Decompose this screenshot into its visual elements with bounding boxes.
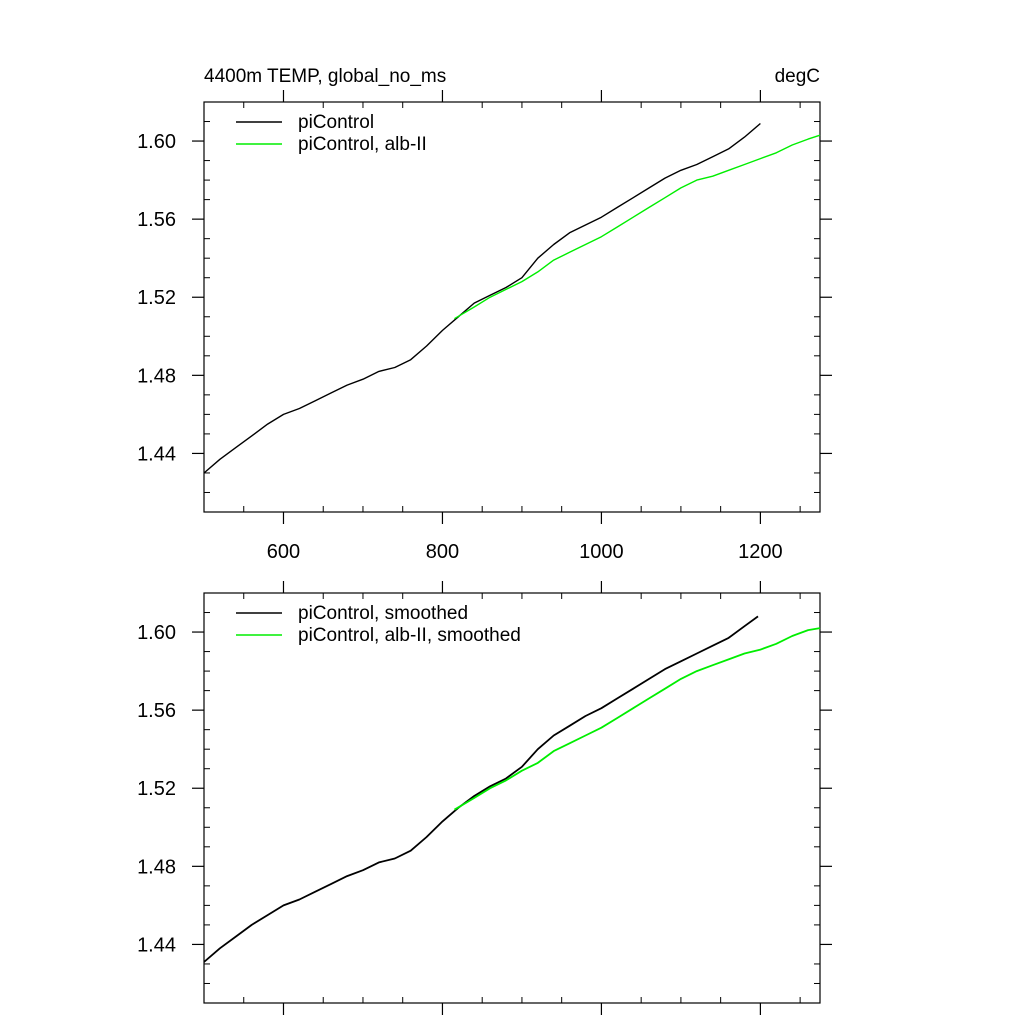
y-tick-label: 1.60 [137, 622, 176, 644]
top-panel: 4400m TEMP, global_no_ms degC 600 800 1000… [137, 66, 832, 563]
series-line-picontrol [203, 615, 759, 963]
y-tick-label: 1.56 [137, 209, 176, 231]
y-tick-label: 1.60 [137, 131, 176, 153]
plot-frame [203, 592, 821, 1004]
y-tick-label: 1.44 [137, 443, 176, 465]
bottom-panel: 1.44 1.48 1.52 1.56 1.60 piControl, smoothedp… [137, 581, 832, 1015]
x-tick-label: 1200 [738, 541, 783, 563]
chart-title-left: 4400m TEMP, global_no_ms [204, 66, 446, 87]
y-tick-label: 1.48 [137, 856, 176, 878]
legend-label: piControl, alb-II [298, 134, 427, 155]
y-tick-label: 1.56 [137, 700, 176, 722]
series-line-alb-ii [454, 134, 821, 320]
chart-title-right-units: degC [775, 66, 820, 87]
legend-label: piControl, alb-II, smoothed [298, 625, 521, 646]
y-tick-label: 1.52 [137, 287, 176, 309]
x-tick-label: 600 [267, 541, 300, 563]
x-tick-label: 1000 [579, 541, 624, 563]
legend-label: piControl [298, 112, 374, 133]
series-line-alb-ii [453, 627, 821, 811]
plot-frame [203, 101, 821, 513]
x-tick-label: 800 [426, 541, 459, 563]
legend-label: piControl, smoothed [298, 603, 468, 624]
y-tick-label: 1.52 [137, 778, 176, 800]
y-tick-label: 1.44 [137, 934, 176, 956]
y-tick-label: 1.48 [137, 365, 176, 387]
series-line-picontrol [203, 122, 761, 474]
